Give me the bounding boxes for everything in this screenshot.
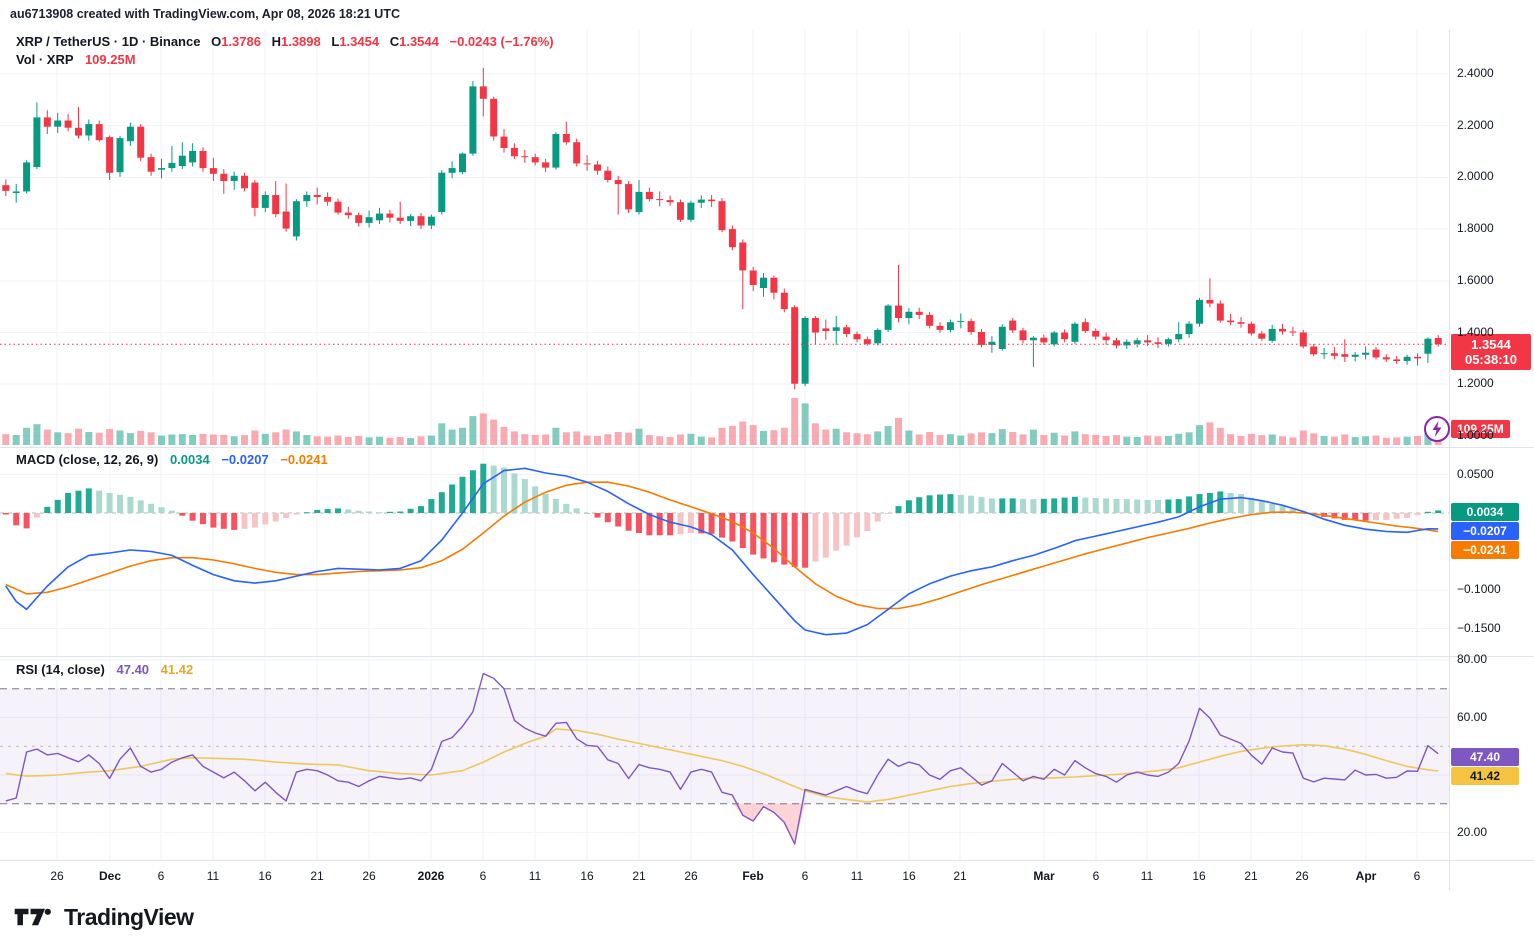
indicator-value-badge: −0.0207 [1451, 522, 1519, 540]
time-axis-label: 11 [1140, 869, 1154, 883]
time-axis-label: 26 [1295, 869, 1309, 883]
rsi-ma-value: 41.42 [160, 662, 194, 677]
change-value: −0.0243 (−1.76%) [449, 34, 554, 49]
rsi-axis-label: 80.00 [1457, 652, 1488, 666]
time-axis-label: 21 [953, 869, 967, 883]
volume-value: 109.25M [84, 52, 136, 67]
time-axis-label: 6 [479, 869, 487, 883]
tradingview-logo-text: TradingView [64, 903, 194, 930]
indicator-value-badge: −0.0241 [1451, 541, 1519, 559]
tradingview-logo[interactable]: TradingView [14, 903, 194, 931]
time-axis-label: 6 [801, 869, 809, 883]
macd-line-value: −0.0207 [221, 452, 269, 467]
price-axis-label: 2.2000 [1457, 117, 1494, 132]
macd-indicator-header[interactable]: MACD (close, 12, 26, 9) 0.0034 −0.0207 −… [16, 452, 328, 467]
last-price-badge: 1.3544 05:38:10 [1451, 334, 1531, 370]
volume-axis-badge: 109.25M [1451, 420, 1510, 438]
ohlc-close-value: 1.3544 [399, 34, 439, 49]
indicator-value-badge: 0.0034 [1451, 503, 1519, 521]
price-axis-label: 1.8000 [1457, 221, 1494, 236]
flash-boost-icon[interactable] [1424, 416, 1450, 442]
indicator-value-badge: 47.40 [1451, 748, 1519, 766]
macd-hist-value: 0.0034 [169, 452, 210, 467]
ohlc-open-value: 1.3786 [221, 34, 261, 49]
ohlc-close-label: C [389, 34, 400, 49]
time-axis-label: Apr [1355, 869, 1377, 883]
price-axis-label: 1.4000 [1457, 324, 1494, 339]
price-axis-label: 1.2000 [1457, 376, 1494, 391]
time-axis-label: 11 [850, 869, 864, 883]
time-axis-label: 16 [1192, 869, 1206, 883]
time-axis-label: 16 [258, 869, 272, 883]
time-axis-label: 21 [310, 869, 324, 883]
time-axis-label: 6 [157, 869, 165, 883]
time-axis-label: 26 [362, 869, 376, 883]
macd-title[interactable]: MACD (close, 12, 26, 9) [16, 452, 159, 467]
time-axis-label: Dec [98, 869, 122, 883]
tradingview-logo-icon [14, 908, 51, 926]
price-axis-label: 1.6000 [1457, 272, 1494, 287]
time-axis-label: 16 [902, 869, 916, 883]
ohlc-high-label: H [271, 34, 281, 49]
time-axis-label: 16 [580, 869, 594, 883]
time-axis-label: 6 [1413, 869, 1421, 883]
last-price-value: 1.3544 [1471, 337, 1511, 352]
time-axis-label: 2026 [417, 869, 445, 883]
ohlc-low-value: 1.3454 [339, 34, 380, 49]
volume-indicator-header[interactable]: Vol · XRP 109.25M [16, 52, 136, 67]
attribution-text: au6713908 created with TradingView.com, … [10, 7, 400, 21]
price-axis-label: 1.0000 [1457, 427, 1494, 442]
macd-axis-label: 0.0500 [1457, 466, 1494, 481]
time-axis-label: Mar [1033, 869, 1055, 883]
rsi-title[interactable]: RSI (14, close) [16, 662, 105, 677]
symbol-title[interactable]: XRP / TetherUS · 1D · Binance [16, 34, 201, 49]
ohlc-high-value: 1.3898 [280, 34, 321, 49]
rsi-axis-label: 60.00 [1457, 709, 1488, 724]
time-axis-label: 21 [1244, 869, 1258, 883]
time-axis-label: 6 [1092, 869, 1100, 883]
ohlc-open-label: O [211, 34, 222, 49]
macd-axis-label: −0.1500 [1457, 620, 1501, 635]
price-axis-label: 2.0000 [1457, 169, 1494, 184]
time-axis-label: 11 [206, 869, 220, 883]
rsi-axis-label: 20.00 [1457, 824, 1488, 839]
macd-axis-label: −0.1000 [1457, 582, 1501, 596]
time-axis-label: 26 [50, 869, 64, 883]
rsi-indicator-header[interactable]: RSI (14, close) 47.40 41.42 [16, 662, 193, 677]
time-axis-label: 21 [632, 869, 646, 883]
symbol-header[interactable]: XRP / TetherUS · 1D · Binance O1.3786 H1… [16, 34, 554, 49]
ohlc-low-label: L [331, 34, 340, 49]
time-axis-label: 26 [684, 869, 698, 883]
time-axis-label: Feb [742, 869, 764, 883]
time-axis-label: 11 [528, 869, 542, 883]
rsi-value: 47.40 [116, 662, 150, 677]
volume-label[interactable]: Vol · XRP [16, 52, 74, 67]
price-axis-label: 2.4000 [1457, 66, 1494, 80]
indicator-value-badge: 41.42 [1451, 767, 1519, 785]
macd-signal-value: −0.0241 [280, 452, 328, 467]
bar-countdown: 05:38:10 [1464, 352, 1518, 367]
